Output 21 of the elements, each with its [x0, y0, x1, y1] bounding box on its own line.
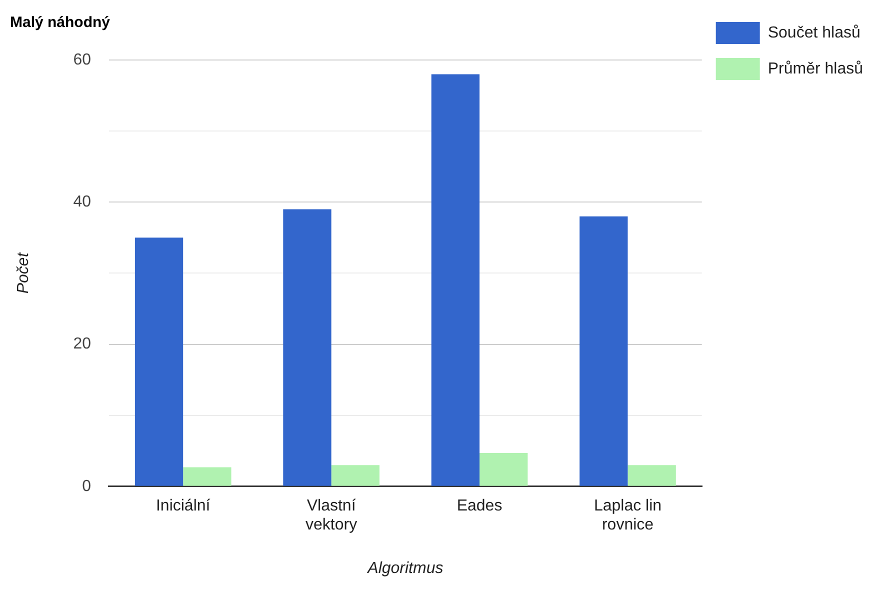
chart-title: Malý náhodný [10, 14, 111, 32]
y-tick-label: 60 [73, 51, 92, 68]
y-tick-label: 0 [82, 478, 92, 495]
x-tick-label: Laplac lin rovnice [594, 497, 662, 534]
x-axis-title: Algoritmus [366, 560, 444, 577]
bar [628, 465, 676, 486]
bar [134, 238, 184, 486]
bar [183, 467, 232, 486]
x-tick-label: Vlastní vektory [306, 497, 358, 534]
x-tick-label: Eades [456, 497, 502, 514]
bar [480, 453, 528, 486]
legend-label: Průměr hlasů [768, 60, 864, 78]
y-tick-label: 40 [73, 194, 92, 211]
y-tick-label: 20 [73, 336, 92, 353]
bar [283, 209, 332, 486]
x-tick-label: Iniciální [156, 497, 211, 514]
legend-label: Součet hlasů [768, 24, 860, 42]
y-axis-title: Počet [15, 252, 32, 294]
bar [580, 216, 628, 486]
bar [331, 465, 380, 486]
bar [431, 74, 480, 486]
